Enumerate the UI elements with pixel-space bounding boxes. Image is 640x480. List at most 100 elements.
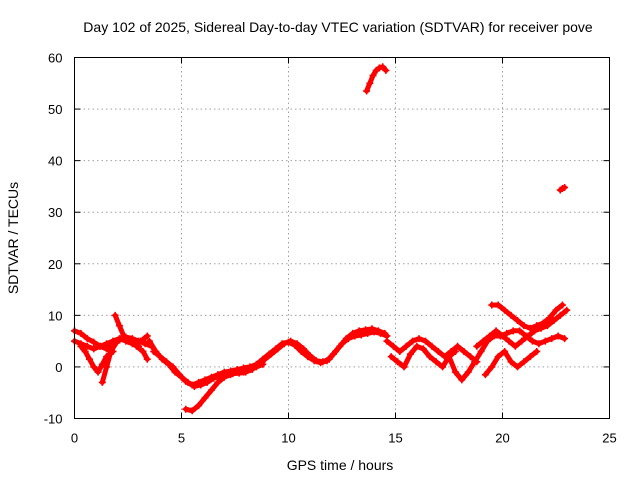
data-point (336, 342, 344, 350)
data-point (81, 347, 89, 355)
data-point (103, 340, 111, 348)
y-tick-label: 50 (48, 102, 62, 117)
data-point (528, 337, 536, 345)
data-point (94, 368, 102, 376)
data-point (83, 342, 91, 350)
data-point (323, 357, 331, 365)
data-point (103, 363, 111, 371)
y-tick-label: 40 (48, 154, 62, 169)
data-point (389, 342, 397, 350)
data-point (381, 329, 389, 337)
series-track-9 (383, 335, 481, 366)
data-point (516, 327, 524, 335)
data-point (505, 337, 513, 345)
data-point (513, 363, 521, 371)
data-point (458, 376, 466, 384)
data-point (368, 325, 376, 333)
data-point (507, 311, 515, 319)
data-point (556, 311, 564, 319)
data-point (503, 329, 511, 337)
data-point (143, 355, 151, 363)
data-point (145, 337, 153, 345)
data-point (143, 332, 151, 340)
data-point (141, 340, 149, 348)
data-point (535, 340, 543, 348)
data-point (439, 363, 447, 371)
data-point (550, 317, 558, 325)
data-point (488, 363, 496, 371)
data-point (460, 347, 468, 355)
data-point (426, 353, 434, 361)
data-point (98, 378, 106, 386)
data-point (214, 371, 222, 379)
data-point (77, 329, 85, 337)
data-point (111, 311, 119, 319)
data-point (541, 337, 549, 345)
data-point (501, 306, 509, 314)
data-point (96, 342, 104, 350)
series-track-8 (182, 360, 267, 415)
data-point (130, 340, 138, 348)
data-point (552, 306, 560, 314)
data-point (240, 368, 248, 376)
data-point (507, 358, 515, 366)
data-point (246, 366, 254, 374)
x-tick-label: 15 (388, 431, 402, 446)
data-point (563, 306, 571, 314)
data-point (419, 345, 427, 353)
data-point (291, 341, 299, 349)
series-track-14 (481, 347, 541, 379)
data-point (182, 377, 190, 385)
plot-frame (74, 57, 610, 419)
data-point (486, 332, 494, 340)
data-point (492, 327, 500, 335)
data-point (297, 347, 305, 355)
data-point (501, 347, 509, 355)
series-track-16 (556, 183, 569, 194)
data-point (83, 335, 91, 343)
x-tick-label: 10 (281, 431, 295, 446)
data-point (445, 353, 453, 361)
data-point (77, 342, 85, 350)
data-point (272, 345, 280, 353)
y-tick-label: -10 (44, 412, 63, 427)
data-point (379, 63, 387, 71)
data-point (396, 347, 404, 355)
series-track-10 (387, 342, 459, 371)
data-point (415, 335, 423, 343)
data-point (561, 335, 569, 343)
data-point (520, 358, 528, 366)
data-point (375, 64, 383, 72)
data-point (473, 342, 481, 350)
data-point (481, 371, 489, 379)
y-tick-label: 30 (48, 205, 62, 220)
data-point (387, 353, 395, 361)
data-point (207, 386, 215, 394)
series-track (489, 302, 565, 331)
data-point (90, 345, 98, 353)
chart-title: Day 102 of 2025, Sidereal Day-to-day VTE… (83, 19, 593, 35)
data-point (220, 373, 228, 381)
data-point (513, 317, 521, 325)
data-point (201, 376, 209, 384)
data-point (304, 353, 312, 361)
series-track-15 (363, 63, 390, 95)
data-point (471, 358, 479, 366)
data-point (201, 394, 209, 402)
data-point (207, 373, 215, 381)
data-point (434, 347, 442, 355)
data-point (90, 363, 98, 371)
data-point (561, 183, 569, 191)
series-track-5 (111, 311, 151, 348)
data-point (107, 347, 115, 355)
data-point (150, 347, 158, 355)
data-point (227, 371, 235, 379)
x-axis-label: GPS time / hours (287, 457, 394, 473)
data-point (98, 360, 106, 368)
data-marks (71, 63, 571, 415)
data-point (310, 357, 318, 365)
data-point (363, 87, 371, 95)
data-point (533, 347, 541, 355)
data-point (526, 353, 534, 361)
